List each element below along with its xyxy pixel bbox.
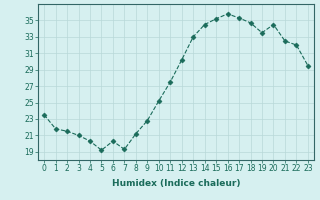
X-axis label: Humidex (Indice chaleur): Humidex (Indice chaleur) — [112, 179, 240, 188]
